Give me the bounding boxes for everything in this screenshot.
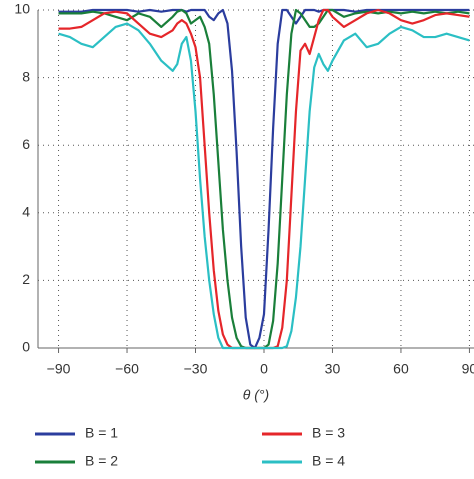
y-tick-label: 2 bbox=[22, 271, 30, 287]
y-tick-label: 0 bbox=[22, 339, 30, 355]
legend-label: B = 3 bbox=[312, 425, 345, 441]
y-tick-label: 6 bbox=[22, 136, 30, 152]
series-line bbox=[58, 22, 470, 350]
x-tick-label: 90 bbox=[462, 361, 474, 377]
x-tick-label: 60 bbox=[393, 361, 409, 377]
series-line bbox=[58, 8, 470, 350]
x-tick-label: −60 bbox=[115, 361, 139, 377]
x-tick-label: −30 bbox=[184, 361, 208, 377]
x-tick-label: 0 bbox=[260, 361, 268, 377]
x-tick-label: −90 bbox=[47, 361, 71, 377]
legend-label: B = 1 bbox=[85, 425, 118, 441]
y-tick-label: 8 bbox=[22, 68, 30, 84]
legend-label: B = 2 bbox=[85, 453, 118, 469]
x-axis-label: θ (°) bbox=[243, 387, 269, 403]
x-tick-label: 30 bbox=[325, 361, 341, 377]
y-tick-label: 4 bbox=[22, 204, 30, 220]
y-tick-label: 10 bbox=[14, 1, 30, 17]
legend-label: B = 4 bbox=[312, 453, 345, 469]
